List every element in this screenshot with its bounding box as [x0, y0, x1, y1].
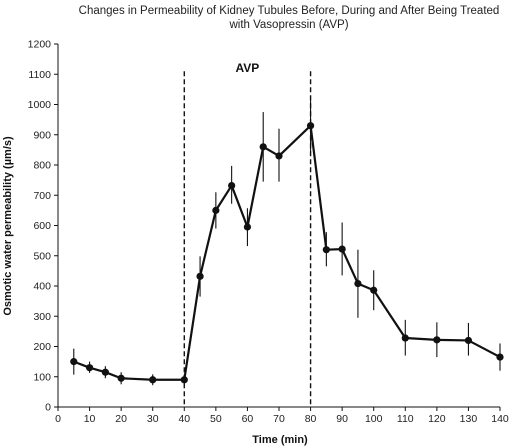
x-tick-label: 120	[428, 413, 446, 425]
data-point	[228, 181, 236, 190]
y-tick-label: 800	[33, 160, 51, 172]
data-point	[117, 374, 125, 382]
data-point	[85, 364, 94, 372]
y-axis-ticks: 0 100 200 300 400 500 600 700 800 900 1000 1100 1200	[28, 39, 58, 414]
chart-title-line2: with Vasopressin (AVP)	[228, 19, 348, 31]
x-tick-label: 110	[397, 413, 414, 425]
y-tick-label: 1100	[28, 69, 51, 81]
y-tick-label: 600	[33, 220, 51, 232]
data-point	[259, 143, 267, 151]
data-point	[338, 245, 346, 253]
data-point	[370, 286, 378, 294]
y-tick-label: 1000	[28, 99, 52, 111]
data-point	[433, 336, 441, 344]
x-axis-ticks: 0 10 20 30 40 50 60 70 80 90 100 110 120 130 140	[55, 407, 509, 425]
data-point	[149, 376, 157, 384]
data-point	[496, 353, 504, 361]
x-tick-label: 70	[273, 413, 285, 425]
y-tick-label: 400	[33, 281, 51, 293]
x-tick-label: 90	[336, 413, 348, 425]
y-tick-label: 200	[33, 341, 51, 353]
x-tick-label: 130	[460, 413, 478, 425]
y-tick-label: 100	[33, 371, 51, 383]
data-point	[101, 368, 109, 376]
data-point	[401, 334, 409, 342]
x-tick-label: 100	[365, 413, 383, 425]
data-point	[243, 223, 252, 231]
x-tick-label: 40	[178, 413, 190, 425]
x-tick-label: 50	[210, 413, 222, 425]
data-point	[196, 272, 204, 280]
y-tick-label: 1200	[28, 39, 52, 51]
x-tick-label: 30	[147, 413, 159, 425]
y-tick-label: 300	[33, 311, 51, 323]
chart-title-line1: Changes in Permeability of Kidney Tubule…	[79, 5, 500, 17]
y-tick-label: 700	[33, 190, 51, 202]
data-point	[322, 246, 330, 254]
data-point	[70, 358, 78, 366]
data-point	[354, 279, 362, 288]
y-axis-label: Osmotic water permeability (µm/s)	[2, 136, 14, 316]
y-tick-label: 500	[33, 250, 51, 262]
x-tick-label: 80	[305, 413, 317, 425]
data-point	[464, 336, 473, 345]
x-tick-label: 20	[115, 413, 127, 425]
x-tick-label: 10	[84, 413, 96, 425]
data-point	[306, 122, 315, 130]
x-tick-label: 140	[491, 413, 509, 425]
plot-area	[70, 71, 504, 407]
avp-annotation-label: AVP	[236, 61, 260, 75]
data-point	[212, 206, 220, 214]
y-tick-label: 0	[45, 402, 51, 414]
data-point	[180, 376, 188, 384]
y-tick-label: 900	[33, 129, 51, 141]
x-axis-label: Time (min)	[252, 434, 308, 446]
data-point	[275, 152, 283, 160]
x-tick-label: 60	[242, 413, 254, 425]
x-tick-label: 0	[55, 413, 61, 425]
